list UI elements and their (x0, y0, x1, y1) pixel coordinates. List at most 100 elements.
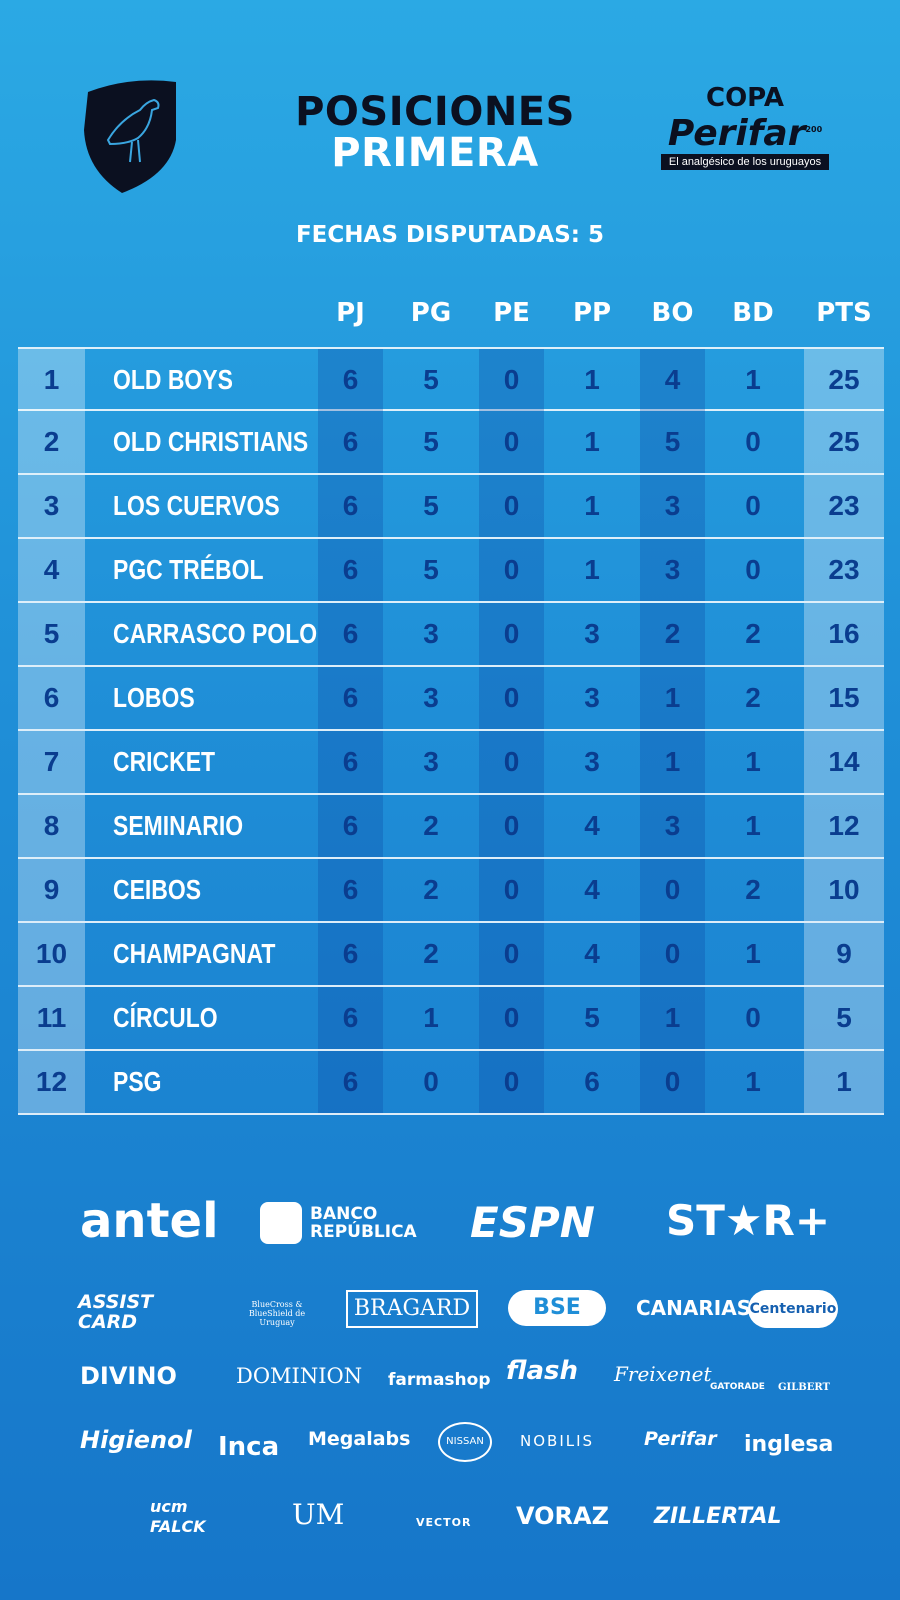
table-row: 7 CRICKET 6 3 0 3 1 1 14 (18, 731, 884, 795)
sponsor-ucm-falck: ucm FALCK (150, 1497, 206, 1536)
pp-cell: 3 (584, 746, 600, 777)
title-line-2: PRIMERA (331, 130, 539, 176)
sponsor-megalabs: Megalabs (308, 1428, 411, 1450)
bd-cell: 2 (745, 618, 761, 649)
team-name-cell: CRICKET (113, 746, 216, 777)
pg-cell: 3 (423, 746, 439, 777)
position-cell: 8 (18, 795, 85, 857)
position-cell: 6 (18, 667, 85, 729)
pg-cell: 5 (423, 364, 439, 395)
position-cell: 2 (18, 411, 85, 473)
position-cell: 9 (18, 859, 85, 921)
pe-cell: 0 (479, 539, 544, 601)
pp-cell: 6 (584, 1066, 600, 1097)
col-header-pg: PG (410, 298, 452, 328)
col-header-pp: PP (572, 298, 612, 328)
pts-cell: 5 (804, 987, 884, 1049)
pts-cell: 16 (804, 603, 884, 665)
sponsor-bse: BSE (508, 1290, 606, 1326)
position-cell: 10 (18, 923, 85, 985)
pj-cell: 6 (318, 987, 383, 1049)
pe-cell: 0 (479, 475, 544, 537)
table-row: 4 PGC TRÉBOL 6 5 0 1 3 0 23 (18, 539, 884, 603)
pts-cell: 12 (804, 795, 884, 857)
sponsor-centenario: Centenario (748, 1290, 838, 1328)
bd-cell: 1 (745, 810, 761, 841)
sponsor-um: UM (292, 1498, 345, 1531)
club-crest-logo (84, 80, 176, 193)
table-row: 12 PSG 6 0 0 6 0 1 1 (18, 1051, 884, 1115)
sponsor-dominion: DOMINION (236, 1364, 363, 1388)
pj-cell: 6 (318, 603, 383, 665)
sponsor-gatorade: GATORADE (710, 1382, 765, 1392)
pp-cell: 3 (584, 618, 600, 649)
pts-cell: 9 (804, 923, 884, 985)
team-name-cell: PSG (113, 1066, 162, 1097)
pj-cell: 6 (318, 667, 383, 729)
copa-word: COPA (706, 83, 784, 113)
fechas-disputadas: FECHAS DISPUTADAS: 5 (295, 222, 605, 248)
bo-cell: 3 (640, 539, 705, 601)
copa-tagline: El analgésico de los uruguayos (660, 154, 830, 170)
bo-cell: 5 (640, 411, 705, 473)
bd-cell: 0 (745, 554, 761, 585)
pp-cell: 5 (584, 1002, 600, 1033)
position-cell: 7 (18, 731, 85, 793)
table-row: 2 OLD CHRISTIANS 6 5 0 1 5 0 25 (18, 411, 884, 475)
sponsor-tienda-inglesa: inglesa (744, 1432, 834, 1457)
bo-cell: 1 (640, 987, 705, 1049)
pts-cell: 23 (804, 539, 884, 601)
bd-cell: 1 (745, 364, 761, 395)
team-name-cell: LOBOS (113, 682, 195, 713)
pe-cell: 0 (479, 411, 544, 473)
sponsor-flash: flash (506, 1356, 578, 1386)
pp-cell: 1 (584, 554, 600, 585)
team-name-cell: LOS CUERVOS (113, 490, 280, 521)
team-name-cell: CEIBOS (113, 874, 202, 905)
pj-cell: 6 (318, 411, 383, 473)
pts-cell: 23 (804, 475, 884, 537)
pp-cell: 4 (584, 938, 600, 969)
table-row: 11 CÍRCULO 6 1 0 5 1 0 5 (18, 987, 884, 1051)
pg-cell: 2 (423, 938, 439, 969)
position-cell: 12 (18, 1051, 85, 1113)
pj-cell: 6 (318, 923, 383, 985)
bo-cell: 3 (640, 795, 705, 857)
table-row: 3 LOS CUERVOS 6 5 0 1 3 0 23 (18, 475, 884, 539)
team-name-cell: PGC TRÉBOL (113, 554, 264, 585)
table-row: 5 CARRASCO POLO 6 3 0 3 2 2 16 (18, 603, 884, 667)
bo-cell: 1 (640, 731, 705, 793)
team-name-cell: SEMINARIO (113, 810, 244, 841)
team-name-cell: OLD BOYS (113, 364, 233, 395)
sponsor-antel: antel (80, 1193, 219, 1249)
sponsor-zillertal: ZILLERTAL (654, 1504, 782, 1529)
sponsor-espn: ESPN (470, 1198, 595, 1247)
sponsor-vector: VECTOR (416, 1516, 472, 1529)
pj-cell: 6 (318, 731, 383, 793)
pg-cell: 5 (423, 490, 439, 521)
sponsor-canarias: CANARIAS (636, 1296, 752, 1320)
bd-cell: 1 (745, 1066, 761, 1097)
team-name-cell: OLD CHRISTIANS (113, 426, 309, 457)
pe-cell: 0 (479, 667, 544, 729)
sponsor-assist-card: ASSIST CARD (78, 1291, 154, 1333)
pe-cell: 0 (479, 859, 544, 921)
sponsor-farmashop: farmashop (388, 1370, 491, 1390)
bd-cell: 0 (745, 490, 761, 521)
bo-cell: 2 (640, 603, 705, 665)
pts-cell: 14 (804, 731, 884, 793)
pts-cell: 25 (804, 411, 884, 473)
pg-cell: 3 (423, 618, 439, 649)
table-row: 9 CEIBOS 6 2 0 4 0 2 10 (18, 859, 884, 923)
pp-cell: 3 (584, 682, 600, 713)
header: POSICIONES PRIMERA COPA Perifar200 El an… (0, 0, 900, 210)
pe-cell: 0 (479, 923, 544, 985)
pg-cell: 3 (423, 682, 439, 713)
position-cell: 4 (18, 539, 85, 601)
table-row: 1 OLD BOYS 6 5 0 1 4 1 25 (18, 347, 884, 411)
position-cell: 11 (18, 987, 85, 1049)
pj-cell: 6 (318, 539, 383, 601)
bo-cell: 0 (640, 859, 705, 921)
position-cell: 5 (18, 603, 85, 665)
table-row: 10 CHAMPAGNAT 6 2 0 4 0 1 9 (18, 923, 884, 987)
